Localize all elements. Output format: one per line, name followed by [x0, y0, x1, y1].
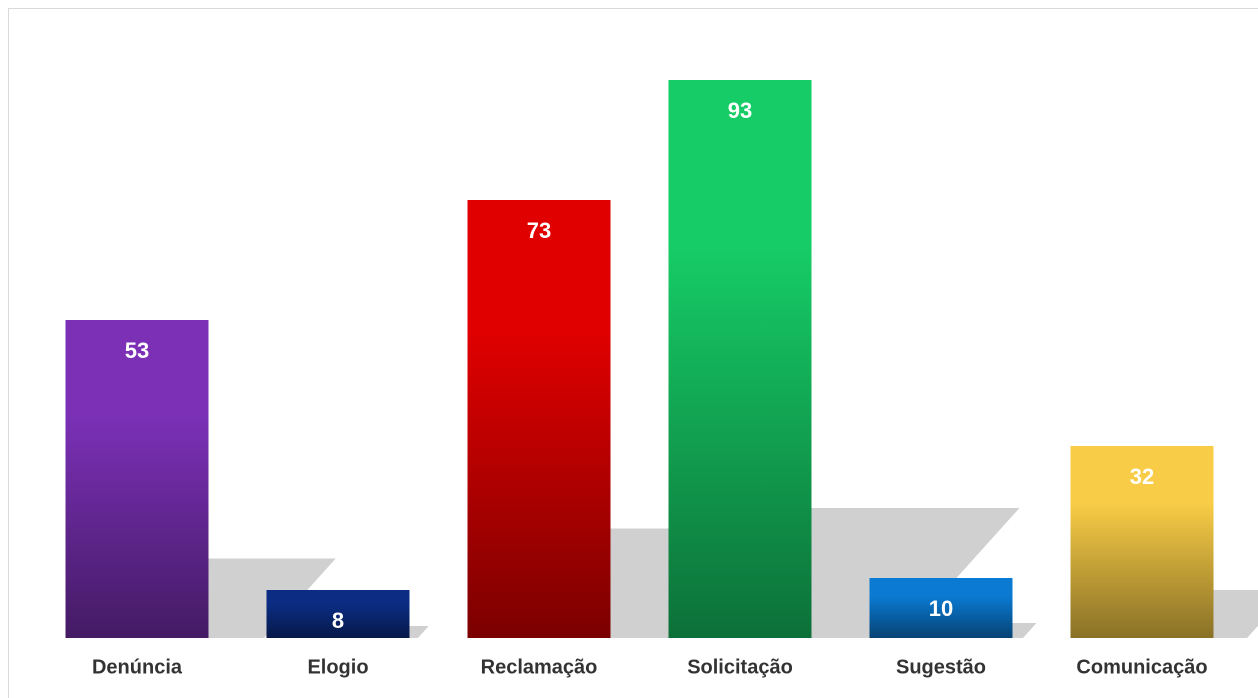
bar-shade [1070, 446, 1214, 638]
x-tick-label: Solicitação [687, 656, 793, 678]
x-tick-label: Elogio [307, 656, 368, 678]
bar-shade [869, 578, 1013, 638]
bar-shade [467, 200, 611, 638]
x-tick-label: Comunicação [1076, 656, 1207, 678]
x-tick-label: Sugestão [896, 656, 986, 678]
value-label: 53 [125, 338, 149, 363]
x-tick-label: Reclamação [481, 656, 598, 678]
bar-shadow [1213, 590, 1258, 638]
bar-shadow [1012, 623, 1037, 638]
value-label: 10 [929, 596, 953, 621]
bar-shade [668, 80, 812, 638]
bar-shadow [409, 626, 429, 638]
bar-shade [266, 590, 410, 638]
value-label: 32 [1130, 464, 1154, 489]
x-tick-label: Denúncia [92, 656, 183, 678]
value-label: 93 [728, 98, 752, 123]
value-label: 8 [332, 608, 344, 633]
bar-shadow [811, 508, 1020, 638]
bar-shade [65, 320, 209, 638]
value-label: 73 [527, 218, 551, 243]
